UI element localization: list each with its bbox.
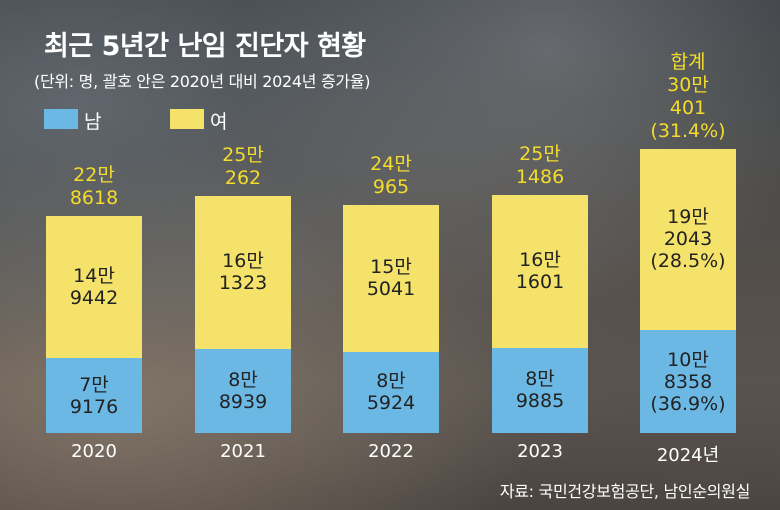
label-total-1: 25만 262 — [183, 144, 303, 190]
label-female-line-0-1: 9442 — [69, 287, 119, 310]
bar-female-0: 14만 9442 — [46, 216, 142, 358]
label-female-line-4-2: (28.5%) — [650, 250, 726, 273]
x-tick-2: 2022 — [368, 441, 414, 462]
label-male-0: 7만 9176 — [46, 374, 142, 418]
x-tick-4: 2024년 — [656, 445, 720, 466]
label-total-0: 22만 8618 — [34, 164, 154, 210]
label-female-3: 16만 1601 — [492, 249, 588, 293]
label-total-line-3-0: 25만 — [519, 142, 561, 165]
label-male-2: 8만 5924 — [343, 370, 439, 414]
label-total-line-2-1: 965 — [372, 175, 410, 198]
label-male-line-4-1: 8358 — [663, 370, 713, 393]
bar-female-3: 16만 1601 — [492, 194, 588, 348]
label-female-line-4-0: 19만 — [667, 206, 709, 229]
label-male-3: 8만 9885 — [492, 368, 588, 412]
legend-label-female: 여 — [210, 111, 228, 133]
x-tick-0: 2020 — [71, 441, 117, 462]
label-female-2: 15만 5041 — [343, 256, 439, 300]
bar-female-2: 15만 5041 — [343, 204, 439, 352]
label-male-line-2-1: 5924 — [366, 392, 416, 415]
label-male-line-4-0: 10만 — [667, 348, 709, 371]
x-tick-1: 2021 — [220, 441, 266, 462]
label-female-0: 14만 9442 — [46, 265, 142, 309]
label-female-line-2-1: 5041 — [366, 278, 416, 301]
label-male-line-3-0: 8만 — [525, 368, 555, 391]
label-male-1: 8만 8939 — [195, 369, 291, 413]
label-female-line-3-0: 16만 — [519, 249, 561, 272]
label-total-line-2-0: 24만 — [370, 152, 412, 175]
label-male-line-0-1: 9176 — [69, 395, 119, 418]
label-total-4: 합계 30만 401 (31.4%) — [628, 51, 748, 143]
label-female-line-3-1: 1601 — [515, 271, 565, 294]
bar-female-1: 16만 1323 — [195, 196, 291, 349]
bar-male-3: 8만 9885 — [492, 347, 588, 433]
label-total-line-4-0: 합계 — [670, 50, 706, 73]
label-male-line-1-1: 8939 — [218, 390, 268, 413]
label-total-2: 24만 965 — [331, 153, 451, 199]
label-total-line-4-1: 30만 — [667, 73, 709, 96]
legend-label-male: 남 — [84, 111, 102, 133]
label-total-line-0-0: 22만 — [73, 164, 115, 187]
label-female-line-1-0: 16만 — [222, 250, 264, 273]
bar-female-4: 19만 2043 (28.5%) — [640, 148, 736, 331]
bar-male-1: 8만 8939 — [195, 348, 291, 433]
bar-male-2: 8만 5924 — [343, 351, 439, 433]
label-male-line-3-1: 9885 — [515, 390, 565, 413]
bar-male-4: 10만 8358 (36.9%) — [640, 330, 736, 433]
label-total-line-0-1: 8618 — [69, 187, 119, 210]
label-male-line-1-0: 8만 — [228, 368, 258, 391]
label-male-line-0-0: 7만 — [79, 373, 109, 396]
label-total-3: 25만 1486 — [480, 143, 600, 189]
label-female-1: 16만 1323 — [195, 250, 291, 294]
label-female-4: 19만 2043 (28.5%) — [640, 206, 736, 272]
label-total-line-1-1: 262 — [224, 167, 262, 189]
chart-title: 최근 5년간 난임 진단자 현황 — [44, 31, 366, 62]
legend-swatch-male — [44, 109, 78, 129]
label-total-line-1-0: 25만 — [222, 144, 264, 166]
label-male-line-4-2: (36.9%) — [650, 392, 726, 415]
label-female-line-0-0: 14만 — [73, 265, 115, 288]
chart-subtitle: (단위: 명, 괄호 안은 2020년 대비 2024년 증가율) — [34, 72, 371, 91]
label-male-4: 10만 8358 (36.9%) — [640, 349, 736, 415]
label-male-line-2-0: 8만 — [376, 370, 406, 393]
source-note: 자료: 국민건강보험공단, 남인순의원실 — [499, 482, 750, 501]
label-total-line-4-2: 401 — [669, 96, 707, 119]
label-total-line-3-1: 1486 — [515, 165, 565, 188]
x-tick-3: 2023 — [517, 441, 563, 462]
label-female-line-4-1: 2043 — [663, 228, 713, 251]
label-total-line-4-3: (31.4%) — [650, 119, 726, 142]
label-female-line-2-0: 15만 — [370, 256, 412, 279]
bar-male-0: 7만 9176 — [46, 358, 142, 433]
legend-swatch-female — [170, 109, 204, 129]
label-female-line-1-1: 1323 — [218, 272, 268, 295]
